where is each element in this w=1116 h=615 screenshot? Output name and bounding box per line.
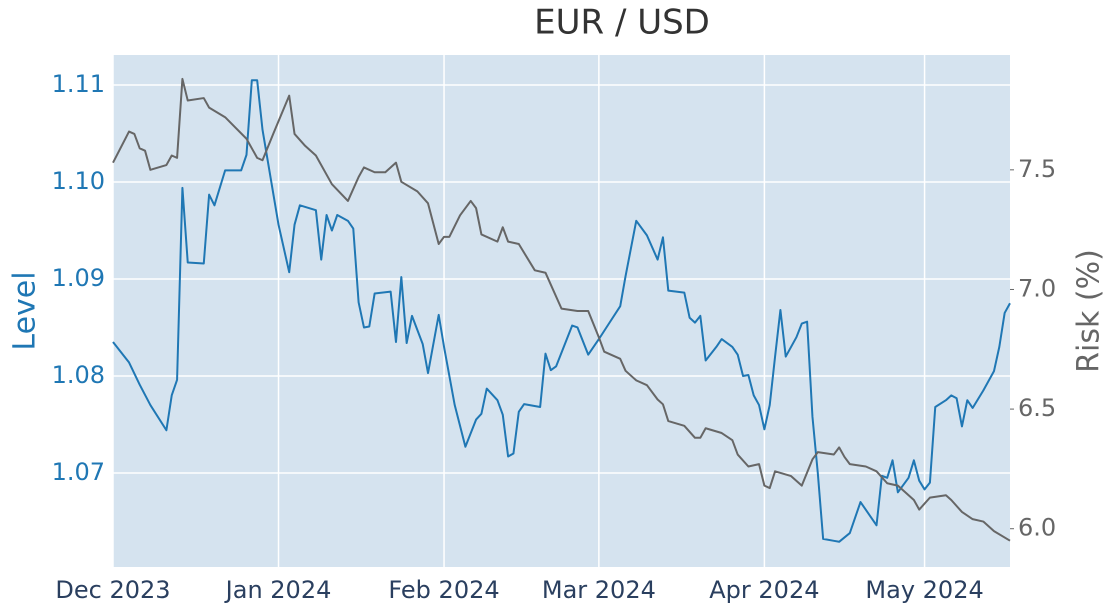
y-tick-label: 1.08 <box>52 361 105 389</box>
y-tick-label: 1.09 <box>52 264 105 292</box>
y-tick-label: 1.11 <box>52 70 105 98</box>
y2-tick-label: 7.5 <box>1018 155 1056 183</box>
series-line <box>112 79 1011 543</box>
y2-tick-label: 6.5 <box>1018 394 1056 422</box>
x-tick-label: Dec 2023 <box>55 576 170 604</box>
y-axis-title: Level <box>8 271 43 350</box>
y2-tick-label: 7.0 <box>1018 274 1056 302</box>
plot-area <box>113 55 1010 567</box>
x-tick-label: May 2024 <box>865 576 983 604</box>
x-tick-label: Jan 2024 <box>224 576 332 604</box>
x-tick-label: Feb 2024 <box>388 576 499 604</box>
chart-title: EUR / USD <box>534 3 710 43</box>
series-line <box>112 77 1011 542</box>
x-tick-label: Apr 2024 <box>709 576 819 604</box>
y2-tick-label: 6.0 <box>1018 514 1056 542</box>
y-tick-label: 1.07 <box>52 458 105 486</box>
y-tick-label: 1.10 <box>52 167 105 195</box>
x-tick-label: Mar 2024 <box>542 576 656 604</box>
y2-axis-title: Risk (%) <box>1072 249 1107 373</box>
